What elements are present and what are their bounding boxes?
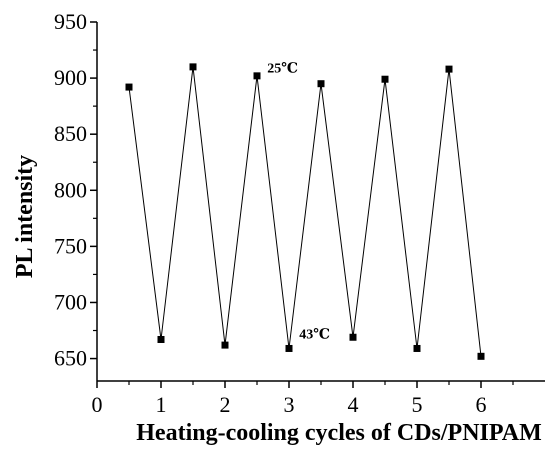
x-axis-title: Heating-cooling cycles of CDs/PNIPAM [136,420,541,446]
y-tick-label: 700 [54,289,87,314]
y-tick-label: 850 [54,121,87,146]
ticks: 650 700 750 800 850 900 950 0 1 2 3 4 5 6 [54,9,514,417]
data-point [445,65,453,73]
data-point [317,80,325,88]
annotations: 25℃ 43℃ [267,61,330,342]
y-tick-label: 950 [54,9,87,34]
y-tick-label: 900 [54,65,87,90]
data-point [189,63,197,71]
y-tick-label: 750 [54,233,87,258]
series-line [128,66,482,357]
x-tick-label: 5 [412,392,423,417]
x-tick-label: 4 [348,392,359,417]
data-point [477,352,485,360]
data-point [349,333,357,341]
y-tick-label: 800 [54,177,87,202]
data-point [253,72,261,80]
x-tick-label: 0 [92,392,103,417]
y-tick-label: 650 [54,346,87,371]
x-tick-label: 1 [156,392,167,417]
data-point [125,83,133,91]
x-tick-label: 6 [476,392,487,417]
series [125,63,485,360]
annotation-label: 43℃ [299,327,330,342]
data-point [221,341,229,349]
annotation-label: 25℃ [267,61,298,76]
data-point [157,335,165,343]
data-point [381,75,389,83]
data-point [285,344,293,352]
y-axis-title: PL intensity [12,155,38,278]
data-point [413,344,421,352]
x-tick-label: 3 [284,392,295,417]
x-tick-label: 2 [220,392,231,417]
